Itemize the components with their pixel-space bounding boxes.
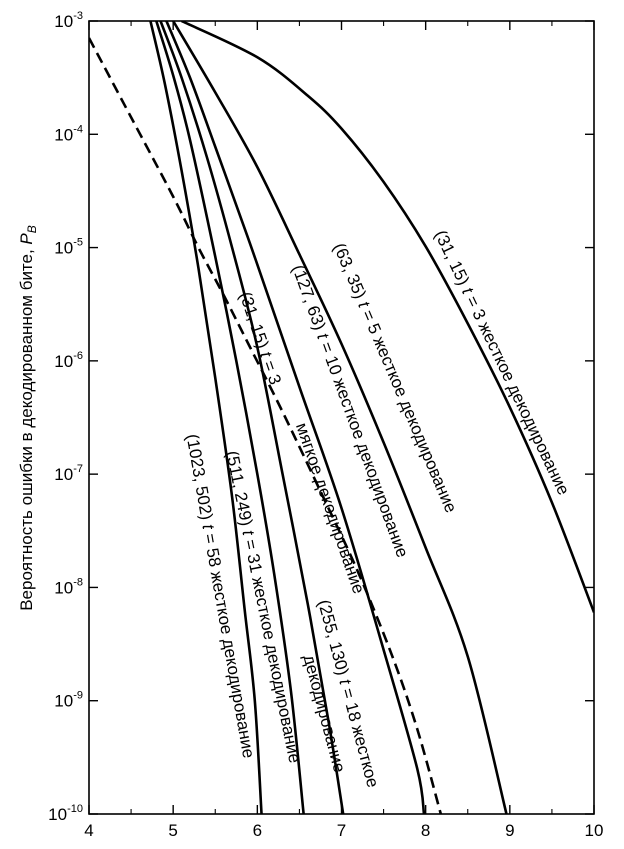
x-tick-label: 6 bbox=[253, 821, 262, 840]
curve-label-0: (31, 15) t = 3 жесткое декодирование bbox=[431, 227, 573, 498]
y-tick-label: 10-8 bbox=[54, 576, 83, 597]
y-tick-label: 10-9 bbox=[54, 690, 83, 711]
x-tick-label: 10 bbox=[585, 821, 604, 840]
y-tick-label: 10-3 bbox=[54, 10, 83, 31]
series-line-1 bbox=[172, 21, 508, 814]
y-tick-label: 10-10 bbox=[48, 803, 83, 824]
y-tick-label: 10-6 bbox=[54, 350, 83, 371]
x-tick-label: 5 bbox=[168, 821, 177, 840]
series-line-0 bbox=[181, 21, 594, 613]
series-line-6 bbox=[149, 21, 263, 814]
y-tick-label: 10-4 bbox=[54, 123, 83, 144]
y-tick-label: 10-5 bbox=[54, 237, 83, 258]
series-line-2 bbox=[165, 21, 426, 814]
series-line-4 bbox=[159, 21, 345, 814]
x-tick-label: 9 bbox=[505, 821, 514, 840]
x-tick-label: 7 bbox=[337, 821, 346, 840]
series-line-5 bbox=[155, 21, 305, 814]
curve-label-3: (31, 15) t = 3 bbox=[235, 289, 285, 387]
y-tick-label: 10-7 bbox=[54, 463, 83, 484]
x-tick-label: 8 bbox=[421, 821, 430, 840]
series-line-3 bbox=[89, 37, 443, 814]
x-tick-label: 4 bbox=[84, 821, 93, 840]
y-axis-label: Вероятность ошибки в декодированном бите… bbox=[17, 225, 39, 611]
series-group bbox=[89, 21, 594, 814]
